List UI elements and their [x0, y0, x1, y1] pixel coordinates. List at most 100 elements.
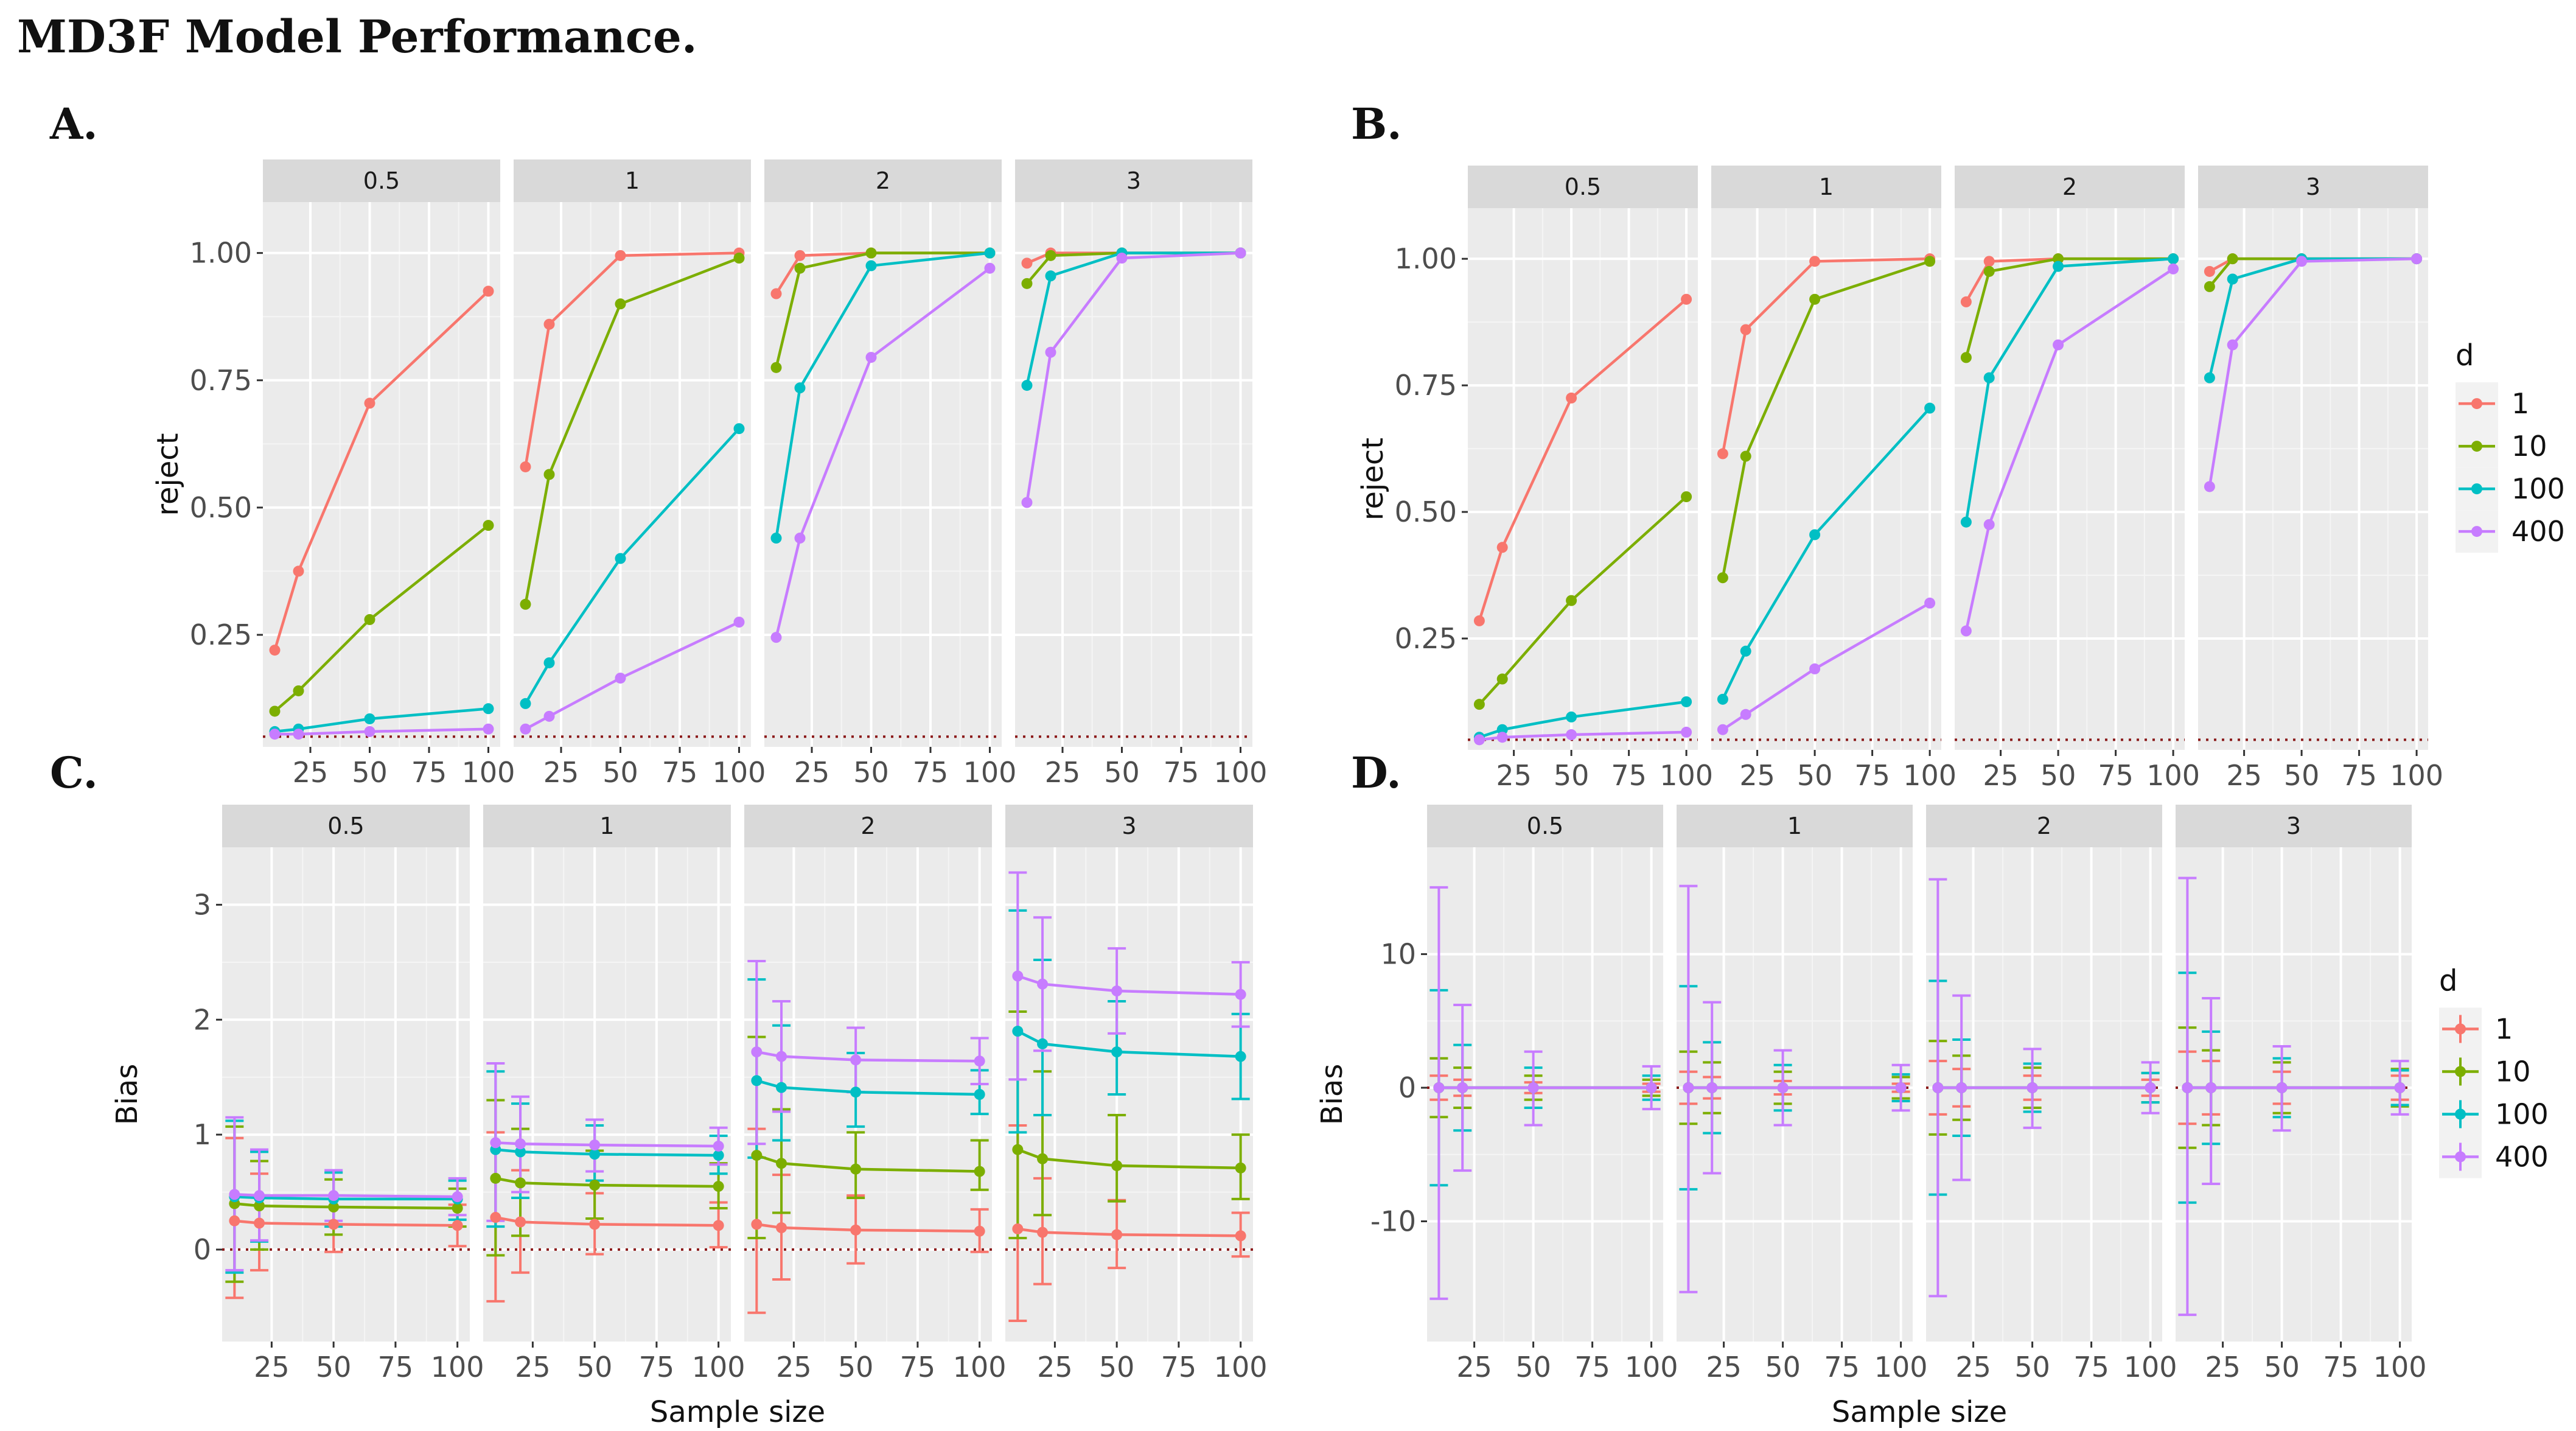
legend-label: 100 [2495, 1097, 2549, 1130]
series-line-d-400 [1722, 601, 1931, 731]
data-point-d-400 [515, 1138, 526, 1150]
series-line-d-400 [1025, 251, 1241, 503]
data-point-d-1 [1809, 256, 1821, 267]
facet-panel [1955, 208, 2185, 750]
data-point-d-400 [974, 1055, 985, 1067]
data-point-d-10 [1960, 352, 1972, 363]
x-tick-label: 75 [1164, 756, 1199, 789]
facet-panel [1427, 847, 1663, 1342]
legend-key-point [2455, 1151, 2466, 1163]
x-tick-label: 25 [1706, 1351, 1742, 1384]
facet-strip-label: 0.5 [1565, 173, 1601, 200]
x-tick-label: 100 [2373, 1351, 2427, 1384]
data-point-d-400 [364, 726, 375, 737]
data-point-d-10 [543, 469, 555, 480]
legend-key-point [2455, 1023, 2466, 1035]
data-point-d-10 [2204, 281, 2215, 292]
x-tick-label: 100 [2124, 1351, 2177, 1384]
facet-strip [1677, 805, 1913, 847]
legend-label: 1 [2495, 1012, 2513, 1045]
data-point-d-10 [1496, 673, 1508, 685]
series-line-d-400 [525, 621, 740, 730]
series-line-d-100 [1017, 1030, 1241, 1058]
data-point-d-400 [1740, 709, 1751, 720]
data-point-d-100 [1717, 693, 1728, 705]
facet-strip-label: 3 [2286, 813, 2301, 839]
data-point-d-400 [2296, 256, 2308, 267]
x-tick-label: 100 [953, 1351, 1007, 1384]
data-point-d-400 [1717, 724, 1728, 735]
x-tick-label: 100 [2146, 759, 2200, 792]
data-point-d-10 [770, 362, 782, 373]
facet-2: 2 25 50 75 100 [744, 805, 1007, 1384]
legend-label: 1 [2511, 387, 2529, 420]
facet-strip [1711, 166, 1941, 208]
data-point-d-400 [2276, 1082, 2288, 1094]
data-point-d-10 [589, 1180, 601, 1191]
data-point-d-10 [1473, 699, 1485, 710]
data-point-d-1 [713, 1220, 724, 1231]
data-point-d-100 [589, 1149, 601, 1160]
y-tick-label: 0.25 [190, 618, 252, 651]
x-tick-label: 100 [1625, 1351, 1678, 1384]
facet-panel [2176, 847, 2412, 1342]
data-point-d-400 [1924, 597, 1936, 609]
series-line-d-400 [1479, 730, 1687, 741]
x-tick-label: 50 [1765, 1351, 1801, 1384]
legend-title: d [2456, 338, 2474, 373]
data-point-d-1 [770, 288, 782, 299]
data-point-d-100 [1045, 270, 1056, 282]
data-point-d-100 [776, 1082, 787, 1093]
y-tick-label: 3 [194, 888, 211, 921]
series-line-d-100 [234, 1195, 458, 1201]
legend-key-point [2455, 1108, 2466, 1120]
data-point-d-400 [2394, 1082, 2406, 1094]
data-point-d-100 [1566, 711, 1577, 722]
data-point-d-400 [293, 729, 304, 740]
data-point-d-1 [254, 1217, 265, 1229]
x-tick-label: 100 [1903, 759, 1956, 792]
data-point-d-400 [520, 723, 531, 735]
facet-strip [1955, 166, 2185, 208]
data-point-d-400 [229, 1189, 240, 1200]
legend-title: d [2439, 964, 2457, 998]
data-point-d-1 [1037, 1226, 1049, 1238]
x-tick-label: 25 [1739, 759, 1775, 792]
data-point-d-400 [1496, 732, 1508, 743]
y-tick-label: 0 [1398, 1071, 1416, 1104]
facet-strip-label: 1 [599, 813, 614, 839]
series-line-d-1 [1721, 257, 1930, 454]
data-point-d-400 [733, 617, 745, 628]
x-tick-label: 50 [1797, 759, 1833, 792]
data-point-d-10 [483, 520, 494, 531]
data-point-d-400 [2227, 339, 2238, 351]
data-point-d-1 [490, 1212, 501, 1223]
facet-panel [263, 202, 500, 747]
figure-title: MD3F Model Performance. [17, 11, 697, 63]
data-point-d-10 [1111, 1160, 1123, 1172]
facet-strip-label: 2 [2062, 173, 2077, 200]
y-tick-label: 0.25 [1395, 622, 1457, 655]
data-point-d-10 [254, 1200, 265, 1212]
data-point-d-10 [1045, 250, 1056, 261]
legend-label: 400 [2511, 515, 2565, 548]
data-point-d-100 [543, 657, 555, 668]
data-point-d-100 [1012, 1026, 1024, 1037]
facet-strip-label: 0.5 [1527, 813, 1563, 839]
data-point-d-100 [1924, 402, 1936, 414]
data-point-d-400 [254, 1190, 265, 1202]
data-point-d-100 [364, 713, 375, 724]
x-tick-label: 100 [462, 756, 515, 789]
series-line-d-100 [756, 1079, 980, 1096]
x-tick-label: 75 [2341, 759, 2377, 792]
data-point-d-1 [269, 645, 281, 656]
y-tick-label: -10 [1370, 1205, 1416, 1237]
facet-1: 1 25 50 75 100 [483, 805, 745, 1384]
data-point-d-100 [1235, 1051, 1246, 1062]
series-line-d-10 [1964, 257, 2174, 358]
x-tick-label: 50 [1515, 1351, 1551, 1384]
data-point-d-1 [615, 250, 626, 261]
facet-strip [1427, 805, 1663, 847]
x-tick-label: 25 [1456, 1351, 1492, 1384]
data-point-d-400 [2026, 1082, 2038, 1094]
